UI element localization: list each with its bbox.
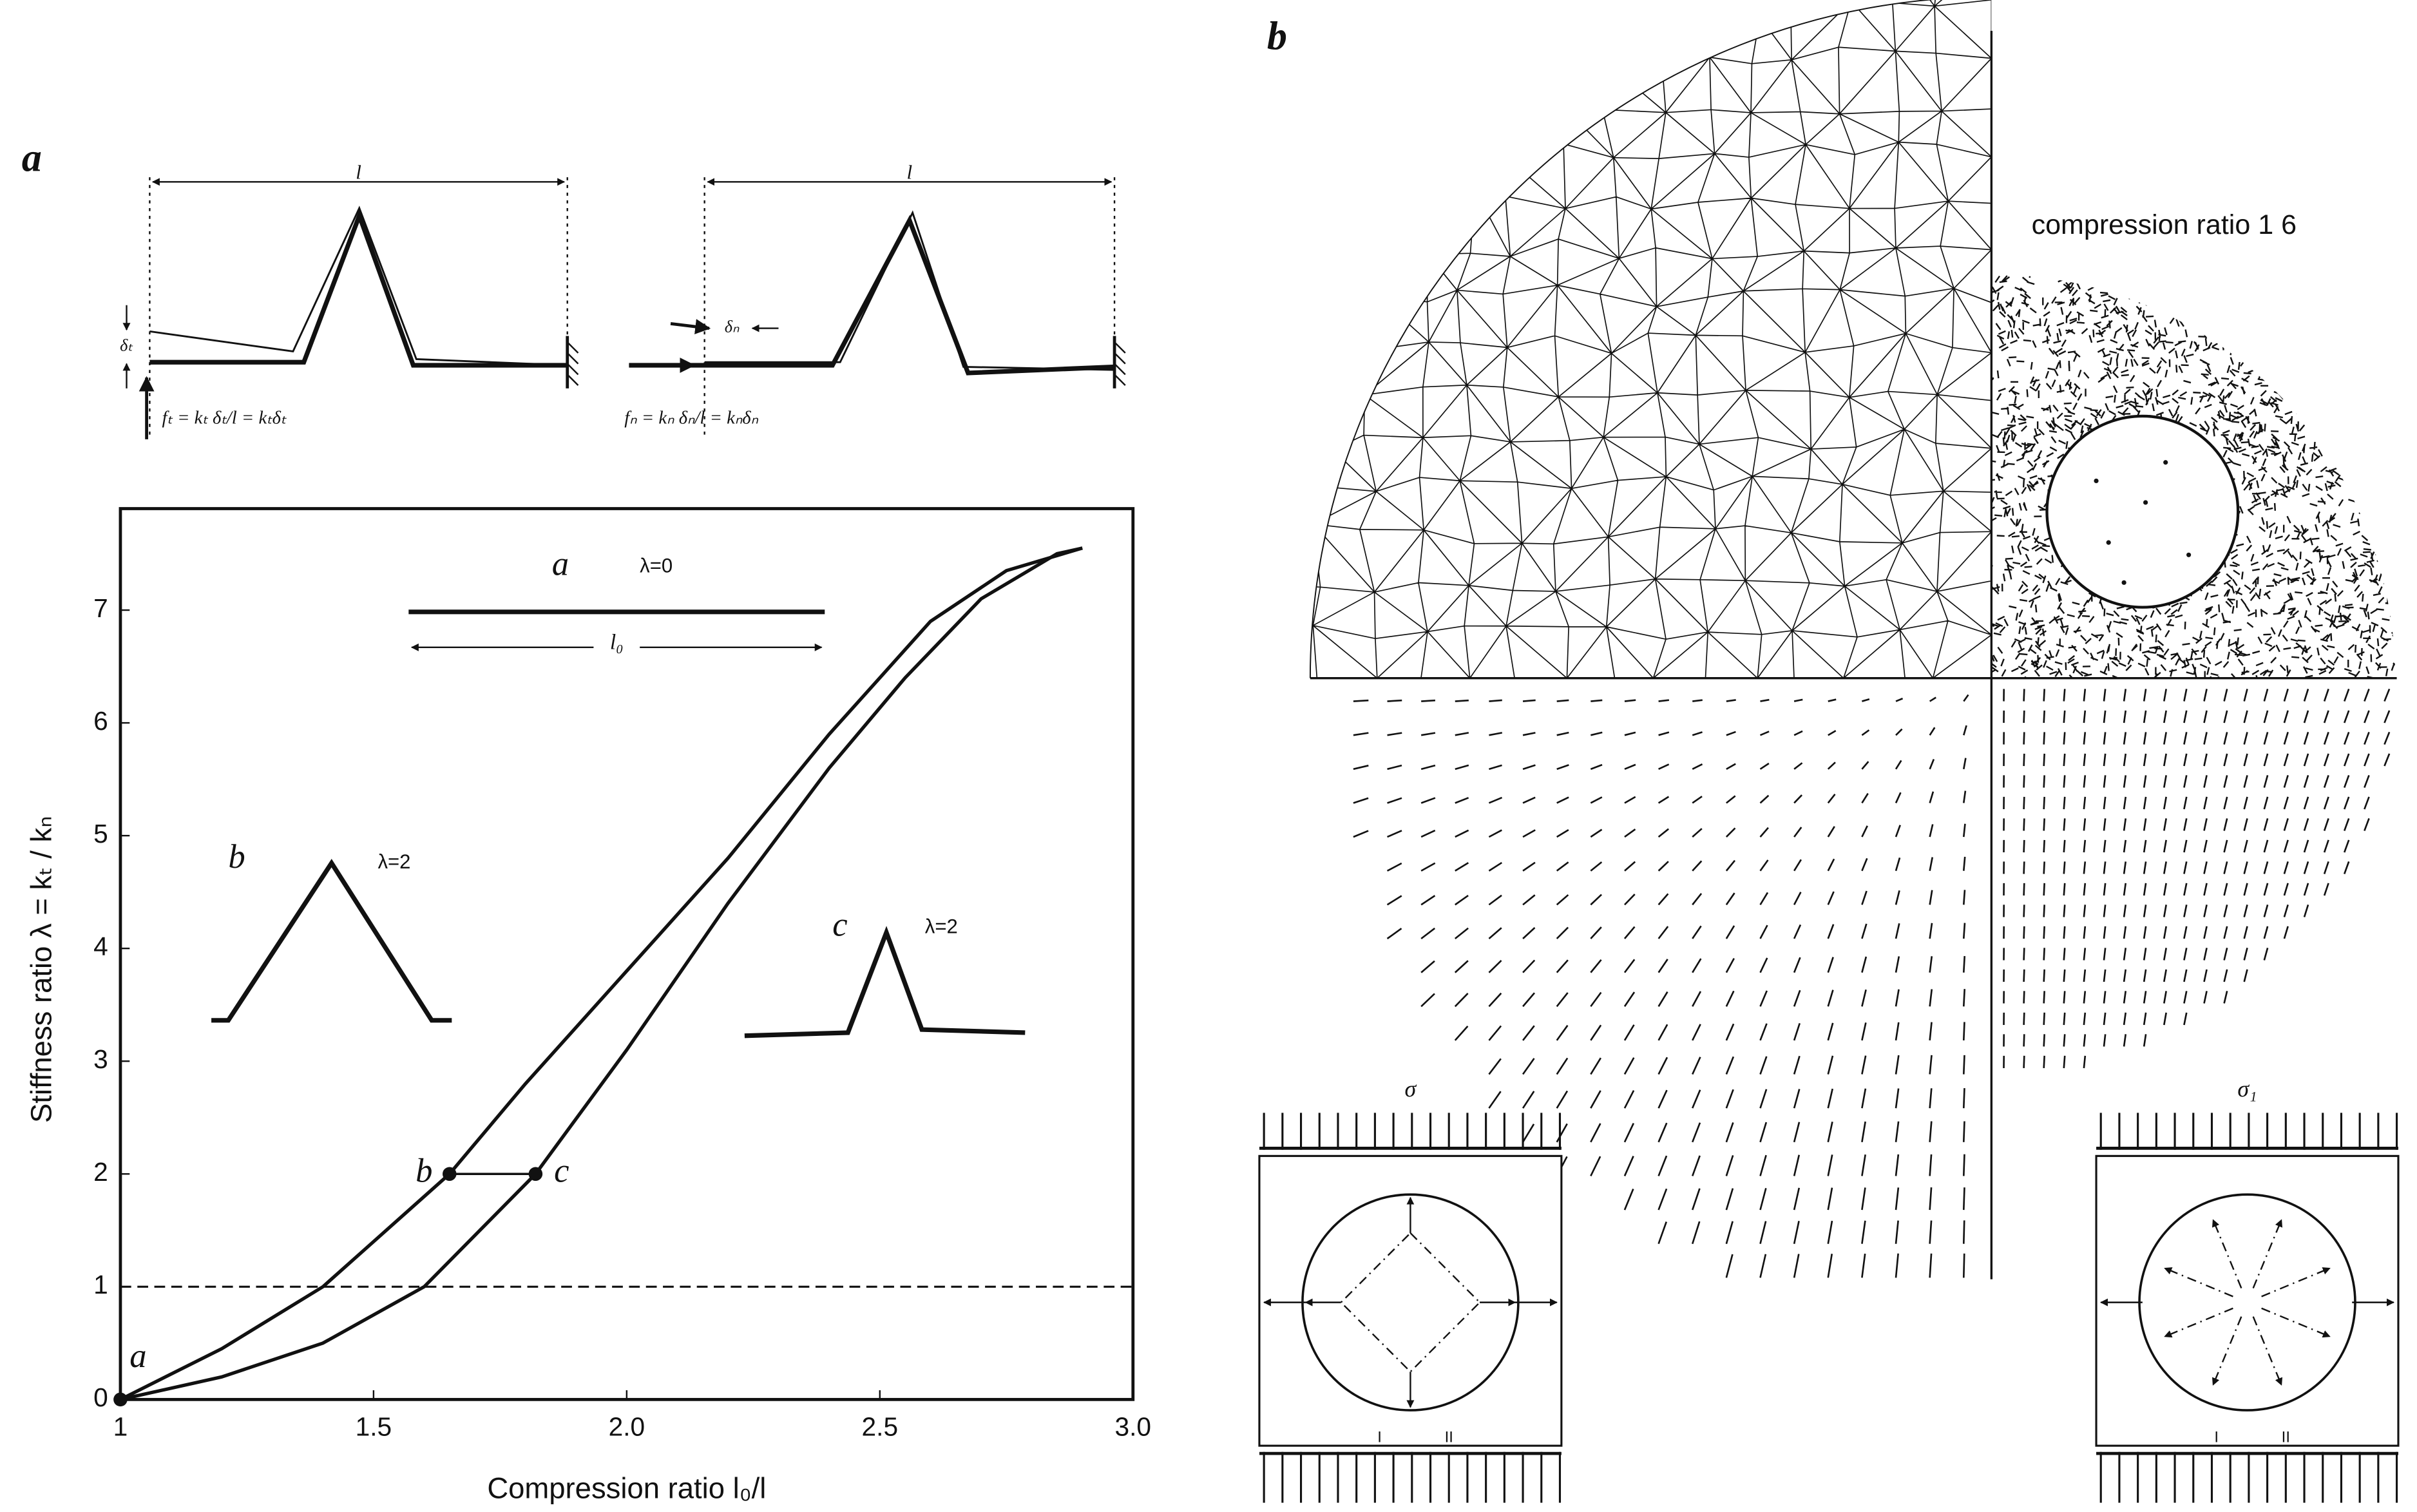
formula: fₜ = kₜ δₜ/l = kₜδₜ bbox=[162, 407, 287, 428]
figure: a b l fₜ = kₜ δₜ/l = kₜδₜ δₜ l fₙ = kₙ δₙ/l = … bbox=[0, 0, 2417, 1512]
wall-hatch bbox=[568, 353, 578, 364]
inset-label: c bbox=[832, 906, 847, 943]
y-tick-label: 1 bbox=[93, 1270, 108, 1299]
offset-label: δₜ bbox=[120, 336, 133, 354]
y-tick-label: 6 bbox=[93, 706, 108, 736]
wall-hatch bbox=[568, 364, 578, 375]
x-axis-title: Compression ratio l₀/l bbox=[487, 1472, 766, 1505]
y-tick-label: 4 bbox=[93, 932, 108, 961]
dot bbox=[2163, 460, 2168, 464]
inset-box bbox=[2096, 1156, 2398, 1446]
inset-label: a bbox=[552, 546, 569, 583]
stress-label: σ bbox=[1405, 1076, 1417, 1102]
dot bbox=[2122, 580, 2126, 585]
point bbox=[529, 1167, 543, 1181]
page: { "panel_labels": ["a", "b"], "schematic… bbox=[0, 0, 2417, 1512]
y-tick-label: 0 bbox=[93, 1383, 108, 1412]
profile-deformed bbox=[149, 208, 567, 365]
caption: compression ratio 1 6 bbox=[2032, 209, 2297, 240]
inset-profile bbox=[745, 932, 1025, 1035]
mesh-boundary bbox=[1310, 0, 1991, 678]
inset-lambda: λ=2 bbox=[925, 915, 958, 937]
inset-profile bbox=[211, 863, 452, 1020]
dot bbox=[2186, 553, 2191, 557]
wall-hatch bbox=[568, 342, 578, 353]
profile-deformed bbox=[705, 213, 1114, 370]
dot bbox=[2094, 479, 2098, 483]
wall-hatch bbox=[1114, 342, 1125, 353]
wall-hatch bbox=[1114, 374, 1125, 385]
y-tick-label: 3 bbox=[93, 1044, 108, 1074]
region-label: I bbox=[1377, 1428, 1382, 1446]
x-tick-label: 2.5 bbox=[862, 1412, 899, 1442]
point bbox=[443, 1167, 457, 1181]
y-tick-label: 5 bbox=[93, 819, 108, 848]
panel-label: a bbox=[22, 136, 42, 180]
offset-label: δₙ bbox=[725, 318, 740, 336]
x-tick-label: 2.0 bbox=[609, 1412, 645, 1442]
curve bbox=[120, 548, 1082, 1400]
point-label: b bbox=[416, 1152, 432, 1189]
region-label: II bbox=[1445, 1428, 1453, 1446]
curve bbox=[120, 548, 1082, 1400]
x-tick-label: 3.0 bbox=[1115, 1412, 1152, 1442]
inset-lambda: λ=2 bbox=[377, 850, 410, 873]
panel-label: b bbox=[1267, 14, 1287, 58]
wall-hatch bbox=[1114, 364, 1125, 375]
wall-hatch bbox=[1114, 353, 1125, 364]
inclusion bbox=[2047, 416, 2238, 608]
length-label: l bbox=[356, 160, 361, 183]
point bbox=[113, 1393, 128, 1407]
inset-lambda: λ=0 bbox=[640, 555, 673, 577]
wall-hatch bbox=[568, 374, 578, 385]
inset-length-label: l₀ bbox=[610, 631, 624, 655]
dot bbox=[2143, 500, 2148, 504]
region-label: I bbox=[2214, 1428, 2219, 1446]
region-label: II bbox=[2282, 1428, 2290, 1446]
offset-arrow bbox=[671, 323, 709, 328]
x-tick-label: 1 bbox=[113, 1412, 128, 1442]
inset-label: b bbox=[228, 838, 245, 876]
point-label: c bbox=[554, 1152, 569, 1189]
formula: fₙ = kₙ δₙ/l = kₙδₙ bbox=[624, 407, 758, 428]
y-tick-label: 2 bbox=[93, 1157, 108, 1187]
length-label: l bbox=[907, 160, 913, 183]
point-label: a bbox=[129, 1337, 146, 1375]
dot bbox=[2107, 541, 2111, 545]
y-tick-label: 7 bbox=[93, 593, 108, 623]
x-tick-label: 1.5 bbox=[356, 1412, 392, 1442]
y-axis-title: Stiffness ratio λ = kₜ / kₙ bbox=[24, 816, 57, 1123]
profile bbox=[149, 216, 567, 365]
stress-label: σ₁ bbox=[2237, 1076, 2257, 1102]
